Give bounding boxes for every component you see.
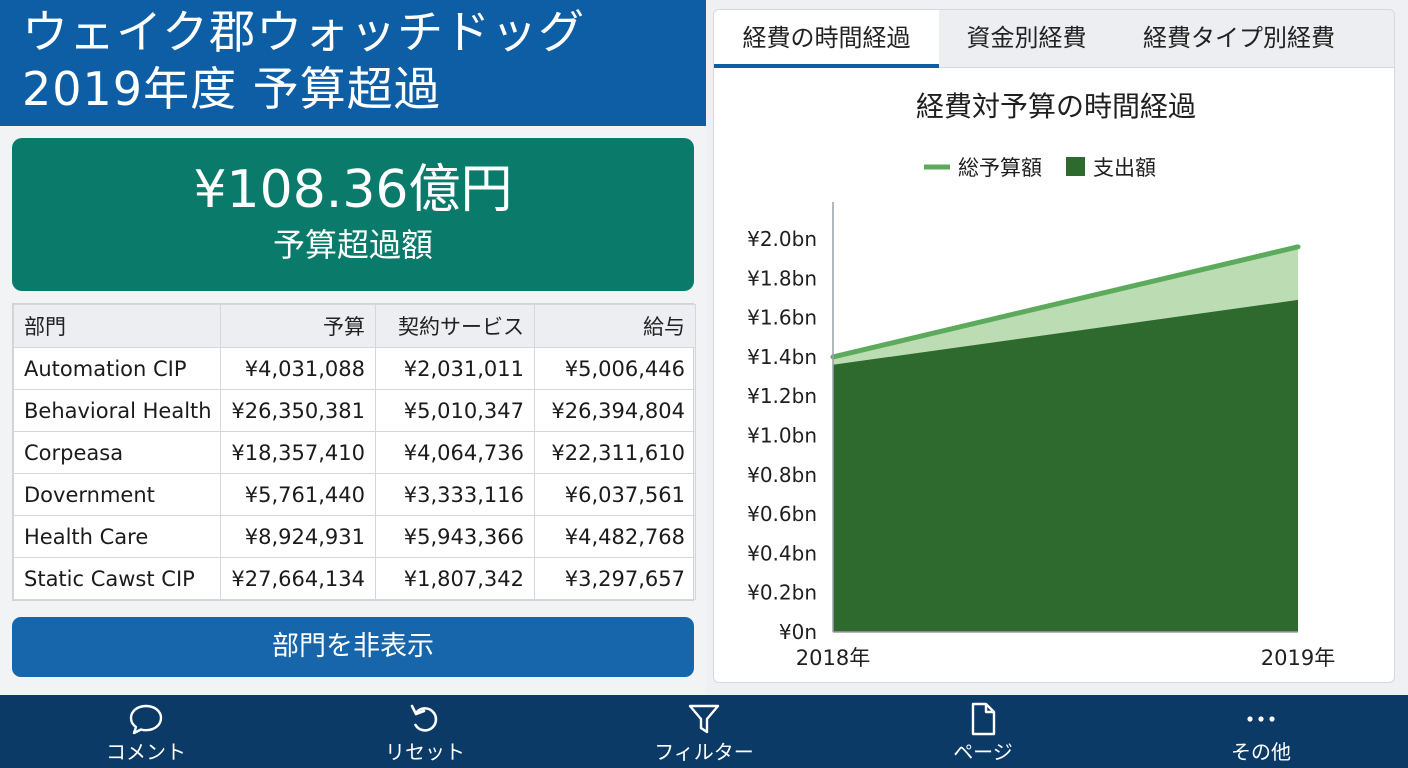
column-header-department[interactable]: 部門 (13, 304, 221, 348)
more-icon (1247, 716, 1275, 722)
cell-department: Corpeasa (13, 431, 221, 474)
area-chart: 経費対予算の時間経過 総予算額 支出額 ¥0n ¥0.2bn ¥0.4bn ¥0.6b… (747, 90, 1335, 670)
x-tick-label: 2019年 (1261, 646, 1335, 670)
total-budget-line (830, 244, 1301, 360)
y-tick-label: ¥0.6bn (747, 502, 817, 526)
cell-salary: ¥22,311,610 (534, 431, 696, 474)
chart-title: 経費対予算の時間経過 (916, 90, 1196, 123)
cell-contract-services: ¥5,010,347 (375, 389, 535, 432)
cell-budget: ¥8,924,931 (220, 515, 376, 558)
cell-contract-services: ¥5,943,366 (375, 515, 535, 558)
plot-area: ¥0n ¥0.2bn ¥0.4bn ¥0.6bn ¥0.8bn ¥1.0bn ¥1.2bn ¥… (747, 202, 1335, 670)
legend-swatch-spending (1066, 157, 1085, 176)
more-button[interactable]: その他 (1181, 695, 1341, 768)
cell-department: Behavioral Health (13, 389, 221, 432)
cell-salary: ¥26,394,804 (534, 389, 696, 432)
table-row[interactable]: Health Care ¥8,924,931 ¥5,943,366 ¥4,482… (13, 515, 696, 558)
overrun-kpi-card: ¥108.36億円 予算超過額 (12, 138, 694, 291)
page-title-line2: 2019年度 予算超過 (22, 62, 441, 116)
cell-salary: ¥5,006,446 (534, 347, 696, 390)
cell-budget: ¥18,357,410 (220, 431, 376, 474)
y-tick-label: ¥0.2bn (747, 581, 817, 605)
cell-department: Static Cawst CIP (13, 557, 221, 600)
y-tick-label: ¥1.0bn (747, 424, 817, 448)
cell-budget: ¥4,031,088 (220, 347, 376, 390)
cell-department: Automation CIP (13, 347, 221, 390)
y-tick-label: ¥1.4bn (747, 345, 817, 369)
legend-label-spending: 支出額 (1093, 156, 1156, 180)
page-label: ページ (953, 740, 1013, 764)
comment-button[interactable]: コメント (66, 695, 226, 768)
more-label: その他 (1231, 740, 1291, 764)
tab-expenses-by-type[interactable]: 経費タイプ別経費 (1143, 24, 1335, 52)
chart-tabs: 経費の時間経過 資金別経費 経費タイプ別経費 (714, 10, 1394, 68)
legend-label-total-budget: 総予算額 (958, 156, 1042, 180)
page-button[interactable]: ページ (903, 695, 1063, 768)
table-row[interactable]: Dovernment ¥5,761,440 ¥3,333,116 ¥6,037,… (13, 473, 696, 516)
cell-budget: ¥5,761,440 (220, 473, 376, 516)
spending-area (833, 299, 1298, 632)
table-row[interactable]: Static Cawst CIP ¥27,664,134 ¥1,807,342 … (13, 557, 696, 600)
y-tick-label: ¥1.8bn (747, 266, 817, 290)
cell-department: Health Care (13, 515, 221, 558)
cell-budget: ¥27,664,134 (220, 557, 376, 600)
table-row[interactable]: Behavioral Health ¥26,350,381 ¥5,010,347… (13, 389, 696, 432)
overrun-label: 予算超過額 (272, 226, 433, 264)
department-table: 部門 予算 契約サービス 給与 Automation CIP ¥4,031,08… (12, 303, 696, 601)
filter-icon (688, 704, 720, 734)
reset-label: リセット (385, 740, 465, 764)
y-tick-label: ¥1.2bn (747, 384, 817, 408)
cell-contract-services: ¥1,807,342 (375, 557, 535, 600)
reset-icon (410, 704, 438, 732)
cell-salary: ¥6,037,561 (534, 473, 696, 516)
tab-expenses-by-fund[interactable]: 資金別経費 (966, 24, 1087, 52)
reset-button[interactable]: リセット (345, 695, 505, 768)
tab-expenses-over-time[interactable]: 経費の時間経過 (714, 10, 939, 68)
page-title: ウェイク郡ウォッチドッグ 2019年度 予算超過 (0, 0, 706, 126)
bottom-toolbar: コメント リセット フィルター ページ その他 (0, 695, 1408, 768)
cell-contract-services: ¥4,064,736 (375, 431, 535, 474)
chart-panel: 経費の時間経過 資金別経費 経費タイプ別経費 経費対予算の時間経過 総予算額 支… (713, 9, 1395, 683)
comment-icon (129, 704, 163, 735)
filter-label: フィルター (654, 740, 754, 764)
column-header-budget[interactable]: 予算 (220, 304, 376, 348)
cell-department: Dovernment (13, 473, 221, 516)
column-header-salary[interactable]: 給与 (534, 304, 696, 348)
y-tick-label: ¥0n (779, 620, 817, 644)
x-tick-label: 2018年 (796, 646, 870, 670)
chart-legend: 総予算額 支出額 (924, 156, 1156, 180)
column-header-contract-services[interactable]: 契約サービス (375, 304, 535, 348)
cell-contract-services: ¥2,031,011 (375, 347, 535, 390)
y-tick-label: ¥0.4bn (747, 541, 817, 565)
table-row[interactable]: Corpeasa ¥18,357,410 ¥4,064,736 ¥22,311,… (13, 431, 696, 474)
comment-label: コメント (106, 740, 186, 764)
page-title-line1: ウェイク郡ウォッチドッグ (22, 5, 586, 59)
y-tick-label: ¥2.0bn (747, 227, 817, 251)
filter-button[interactable]: フィルター (624, 695, 784, 768)
table-header-row: 部門 予算 契約サービス 給与 (13, 304, 696, 348)
page-icon (971, 702, 996, 736)
y-tick-label: ¥1.6bn (747, 306, 817, 330)
overrun-amount: ¥108.36億円 (193, 160, 513, 220)
y-tick-label: ¥0.8bn (747, 463, 817, 487)
table-row[interactable]: Automation CIP ¥4,031,088 ¥2,031,011 ¥5,… (13, 347, 696, 390)
cell-contract-services: ¥3,333,116 (375, 473, 535, 516)
cell-budget: ¥26,350,381 (220, 389, 376, 432)
left-pane: ウェイク郡ウォッチドッグ 2019年度 予算超過 ¥108.36億円 予算超過額… (0, 0, 706, 695)
hide-departments-button[interactable]: 部門を非表示 (12, 617, 694, 677)
cell-salary: ¥4,482,768 (534, 515, 696, 558)
cell-salary: ¥3,297,657 (534, 557, 696, 600)
